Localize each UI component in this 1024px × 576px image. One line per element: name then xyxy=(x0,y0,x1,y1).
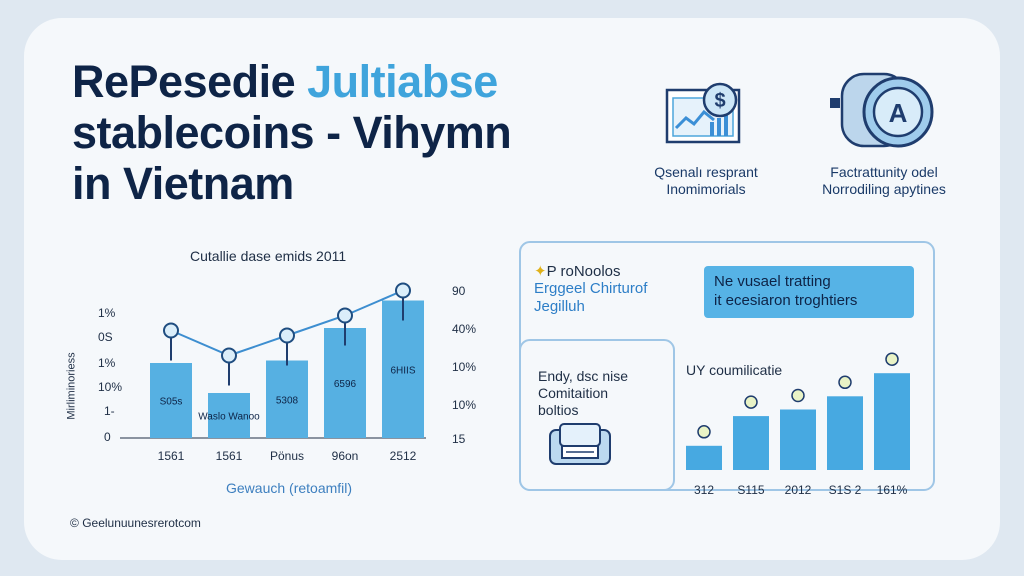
x-tick-label: 2012 xyxy=(785,483,812,497)
bar xyxy=(208,393,250,438)
highlight-callout: Ne vusael tratting it ecesiaron troghtie… xyxy=(704,266,914,318)
sub-panel-text: Endy, dsc nise Comitaition boltios xyxy=(538,368,629,418)
bar xyxy=(780,409,816,470)
y-axis-title: Mirliminoriess xyxy=(65,352,78,420)
footer-credit: © Geelunuunesrerotcom xyxy=(70,516,201,530)
coin-marker xyxy=(838,375,852,390)
bar-value-label: 6HIIS xyxy=(390,365,415,376)
y-tick: 0S xyxy=(98,330,113,344)
line-point xyxy=(279,327,295,344)
y-right-tick: 40% xyxy=(452,322,477,336)
icon-caption-2: Factrattunity odel Norrodiling apytines xyxy=(822,164,946,197)
bar xyxy=(382,300,424,438)
bar xyxy=(266,360,308,438)
y-tick: 1- xyxy=(104,404,115,418)
line-point xyxy=(337,307,353,324)
y-tick: 1% xyxy=(98,306,116,320)
sofa-device-icon xyxy=(548,420,612,468)
bar-value-label: Waslo Wanoo xyxy=(198,412,260,423)
y-right-tick: 10% xyxy=(452,360,477,374)
x-tick-label: 1561 xyxy=(158,449,185,463)
bar-value-label: 6596 xyxy=(334,379,357,390)
bar xyxy=(150,363,192,438)
x-axis-title: Gewauch (retoamfil) xyxy=(226,480,353,496)
x-tick-label: 1561 xyxy=(216,449,243,463)
dollar-chart-icon: $ xyxy=(664,82,744,146)
coin-marker xyxy=(885,352,899,366)
left-chart-title: Cutallie dase emids 2011 xyxy=(190,248,347,264)
bar-value-label: S05s xyxy=(160,397,183,408)
x-tick-label: 96on xyxy=(332,449,359,463)
bar-value-label: 5308 xyxy=(276,395,299,406)
svg-text:A: A xyxy=(889,98,908,128)
y-tick: 0 xyxy=(104,430,111,444)
copyright-icon: © xyxy=(70,516,79,530)
y-tick: 1% xyxy=(98,356,116,370)
panel-header-line1: ✦P roNoolos xyxy=(534,263,621,280)
y-right-tick: 90 xyxy=(452,284,466,298)
line-point xyxy=(221,347,237,364)
bar xyxy=(827,396,863,470)
bar xyxy=(874,373,910,470)
x-tick-label: S115 xyxy=(737,483,764,497)
left-bar-line-chart: S05s 1561 Waslo Wanoo 1561 5308 Pönus 6596 96on… xyxy=(120,282,426,463)
right-chart-title: UY coumilicatie xyxy=(686,362,783,378)
panel-header-sub: Erggeel Chirturof Jegilluh xyxy=(534,280,648,315)
line-point xyxy=(163,322,179,339)
line-point xyxy=(395,282,411,299)
x-tick-label: S1S 2 xyxy=(829,483,862,497)
coin-marker xyxy=(791,388,805,403)
x-tick-label: 161% xyxy=(877,483,908,497)
right-bar-chart: 312 S115 2012 S1S 2 161% xyxy=(686,352,910,497)
y-tick: 10% xyxy=(98,380,123,394)
page-title: RePesedie Jultiabse stablecoins - Vihymn… xyxy=(72,56,512,209)
x-tick-label: 312 xyxy=(694,483,714,497)
icon-caption-1: Qsenalı resprant Inomimorials xyxy=(654,164,758,197)
bar xyxy=(686,445,722,470)
coin-device-icon: A xyxy=(822,70,938,152)
y-right-tick: 15 xyxy=(452,432,466,446)
bar xyxy=(324,328,366,438)
coin-marker xyxy=(744,395,758,409)
x-tick-label: Pönus xyxy=(270,449,304,463)
bar xyxy=(733,416,769,470)
coin-marker xyxy=(697,425,711,439)
y-right-tick: 10% xyxy=(452,398,477,412)
svg-text:$: $ xyxy=(714,90,725,112)
star-icon: ✦ xyxy=(534,263,547,280)
x-tick-label: 2512 xyxy=(390,449,417,463)
